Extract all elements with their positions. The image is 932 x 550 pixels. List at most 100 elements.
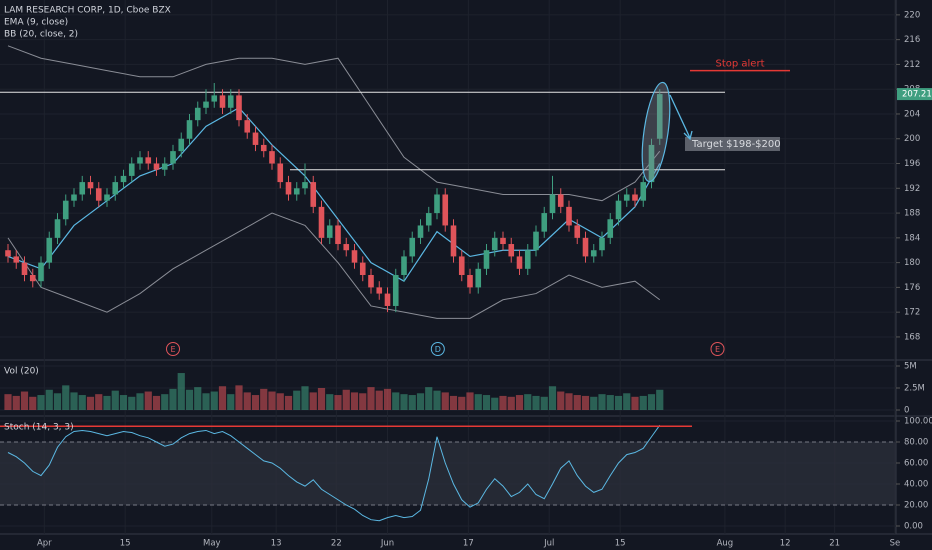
target-box <box>685 137 780 151</box>
candle-body <box>425 213 432 226</box>
volume-bar <box>400 394 408 410</box>
candle-body <box>285 182 292 195</box>
last-price-box <box>897 88 932 101</box>
volume-bar <box>227 394 235 410</box>
candle-body <box>145 157 152 164</box>
volume-bar <box>218 386 227 410</box>
candle-body <box>640 182 647 201</box>
candle-body <box>467 275 473 288</box>
y-tick-label: 100.00 <box>904 417 932 427</box>
volume-bar <box>383 388 392 410</box>
candle-body <box>310 182 317 207</box>
y-tick-label: 0.00 <box>904 522 923 532</box>
candle-body <box>656 94 663 139</box>
volume-bar <box>532 395 540 410</box>
x-tick-label: 17 <box>463 539 474 549</box>
x-tick-label: Se <box>890 539 901 549</box>
y-tick-label: 188 <box>904 209 920 219</box>
candle-body <box>615 200 622 220</box>
volume-bar <box>4 394 12 410</box>
x-tick-label: Aug <box>717 539 734 549</box>
candle-body <box>87 182 94 189</box>
candle-body <box>434 194 440 214</box>
y-tick-label: 220 <box>904 10 920 20</box>
stop-alert-label: Stop alert <box>715 59 764 70</box>
event-label: D <box>435 345 441 354</box>
volume-bar <box>573 395 581 410</box>
candle-body <box>533 231 539 251</box>
volume-bar <box>334 395 342 410</box>
candle-body <box>79 182 86 195</box>
volume-bar <box>507 396 515 410</box>
candle-body <box>62 200 69 220</box>
y-tick-label: 80.00 <box>904 438 928 448</box>
candle-body <box>335 225 341 245</box>
volume-bar <box>557 391 565 410</box>
volume-bar <box>416 393 425 410</box>
volume-bar <box>276 393 284 410</box>
volume-bar <box>194 387 202 410</box>
volume-bar <box>524 394 532 410</box>
candle-body <box>326 225 333 238</box>
event-marker <box>430 342 445 356</box>
volume-bar <box>631 396 639 410</box>
volume-bar <box>243 392 251 410</box>
volume-bar <box>375 390 383 410</box>
candle-body <box>293 188 300 195</box>
candle-body <box>368 275 374 288</box>
candle-body <box>417 225 424 238</box>
candle-body <box>442 194 449 226</box>
candle-body <box>566 206 572 226</box>
candle-body <box>203 101 209 108</box>
volume-bar <box>425 387 433 410</box>
stoch-band <box>0 442 896 505</box>
candle-body <box>277 163 284 183</box>
highlight-ellipse <box>641 81 671 183</box>
volume-bar <box>62 385 70 410</box>
volume-bar <box>317 388 326 410</box>
candle-body <box>541 213 548 232</box>
candle-body <box>384 293 391 306</box>
volume-bar <box>614 395 623 410</box>
volume-bar <box>185 389 194 410</box>
volume-bar <box>45 389 53 410</box>
x-tick-label: 21 <box>829 539 840 549</box>
volume-bar <box>268 391 276 410</box>
event-label: E <box>715 345 720 354</box>
x-tick-label: 22 <box>331 539 342 549</box>
candle-body <box>269 151 275 164</box>
candle-body <box>549 194 556 214</box>
x-tick-label: Apr <box>37 539 52 549</box>
volume-bar <box>144 391 152 410</box>
y-tick-label: 40.00 <box>904 480 928 490</box>
candle-body <box>623 194 630 201</box>
candle-body <box>211 95 218 102</box>
y-tick-label: 200 <box>904 134 920 144</box>
y-tick-label: 216 <box>904 35 920 45</box>
volume-bar <box>37 395 45 410</box>
candle-body <box>236 95 242 121</box>
volume-bar <box>466 392 474 410</box>
volume-bar <box>581 395 590 410</box>
volume-bar <box>540 396 548 410</box>
y-tick-label: 168 <box>904 332 920 342</box>
candle-body <box>409 237 416 257</box>
candle-body <box>500 237 506 245</box>
y-tick-label: 212 <box>904 60 920 70</box>
candle-body <box>38 262 44 282</box>
volume-bar <box>152 395 161 410</box>
event-marker <box>710 342 725 356</box>
volume-bar <box>590 396 598 410</box>
y-tick-label: 184 <box>904 233 920 243</box>
candle-body <box>227 95 234 108</box>
candle-body <box>128 163 135 176</box>
candle-body <box>71 194 77 201</box>
candle-body <box>194 107 201 121</box>
volume-bar <box>12 395 20 410</box>
candle-body <box>170 151 176 164</box>
volume-bar <box>656 389 664 410</box>
candle-body <box>582 237 589 257</box>
candle-body <box>54 219 61 238</box>
volume-bar <box>309 392 317 410</box>
